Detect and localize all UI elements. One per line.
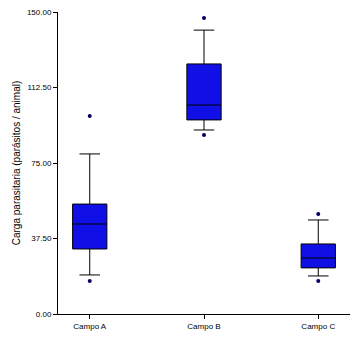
svg-text:0.00: 0.00 xyxy=(36,310,52,319)
svg-text:75.00: 75.00 xyxy=(31,159,52,168)
svg-text:112.50: 112.50 xyxy=(28,83,52,92)
svg-text:150.00: 150.00 xyxy=(27,8,52,17)
svg-text:Campo B: Campo B xyxy=(187,322,220,331)
svg-text:Campo A: Campo A xyxy=(73,322,107,331)
svg-text:Carga parasitaria (parásitos /: Carga parasitaria (parásitos / animal) xyxy=(11,81,22,246)
svg-text:37.50: 37.50 xyxy=(31,234,52,243)
svg-text:Campo C: Campo C xyxy=(301,322,335,331)
